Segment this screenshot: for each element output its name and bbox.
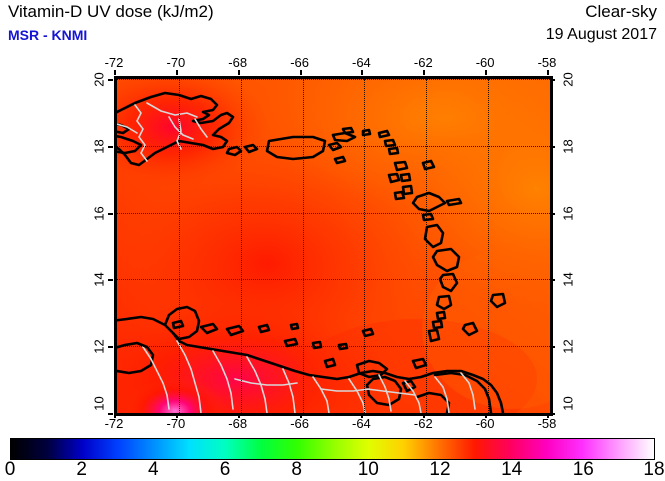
axis-tick-right	[550, 346, 555, 349]
axis-tick-left	[108, 346, 113, 349]
x-axis-label-top: -62	[413, 55, 433, 70]
y-axis-label-left: 12	[91, 339, 107, 354]
x-axis-label-top: -66	[290, 55, 309, 70]
map-plot-area	[114, 76, 553, 416]
y-axis-label-right: 14	[560, 272, 576, 288]
axis-tick-bottom	[547, 413, 549, 418]
gridline-horizontal	[117, 346, 550, 348]
axis-tick-bottom	[423, 413, 426, 418]
axis-tick-top	[423, 70, 426, 75]
x-axis-label-top: -60	[475, 55, 495, 70]
x-axis-label-bottom: -70	[166, 416, 186, 431]
axis-tick-left	[108, 413, 113, 415]
y-axis-label-right: 18	[560, 139, 576, 154]
axis-tick-left	[108, 145, 113, 148]
axis-tick-bottom	[299, 413, 302, 418]
gridline-vertical	[364, 79, 366, 413]
axis-tick-top	[237, 70, 240, 75]
colorbar-tick-label: 4	[148, 459, 159, 480]
x-axis-label-top: -68	[228, 55, 248, 70]
axis-tick-top	[175, 70, 178, 75]
axis-tick-right	[550, 279, 555, 282]
colorbar-tick-label: 16	[572, 459, 594, 480]
axis-tick-left	[108, 279, 113, 282]
uv-dose-raster	[117, 79, 550, 413]
y-axis-label-right: 20	[560, 72, 576, 87]
axis-tick-left	[108, 79, 113, 81]
axis-tick-right	[550, 413, 555, 415]
gridline-horizontal	[117, 279, 550, 281]
colorbar-tick-label: 2	[76, 459, 87, 480]
y-axis-label-left: 20	[91, 72, 107, 87]
gridline-vertical	[178, 79, 180, 413]
axis-tick-bottom	[361, 413, 364, 418]
colorbar	[10, 438, 655, 460]
y-axis-label-right: 16	[560, 205, 576, 221]
y-axis-label-left: 16	[91, 205, 107, 221]
colorbar-tick-label: 0	[4, 459, 16, 480]
x-axis-label-bottom: -58	[537, 416, 557, 431]
axis-tick-right	[550, 145, 555, 148]
x-axis-label-bottom: -62	[413, 416, 433, 431]
x-axis-label-top: -58	[537, 55, 557, 70]
colorbar-tick-label: 10	[357, 459, 379, 480]
y-axis-label-right: 10	[560, 396, 576, 411]
axis-tick-right	[550, 212, 555, 215]
x-axis-label-bottom: -72	[104, 416, 124, 431]
axis-tick-top	[361, 70, 364, 75]
gridline-vertical	[302, 79, 304, 413]
x-axis-label-top: -64	[351, 55, 371, 70]
sky-condition-label: Clear-sky	[585, 2, 657, 21]
x-axis-label-bottom: -60	[475, 416, 495, 431]
x-axis-label-bottom: -64	[351, 416, 371, 431]
colorbar-tick-label: 8	[291, 459, 302, 480]
gridline-vertical	[426, 79, 428, 413]
gridline-vertical	[240, 79, 242, 413]
axis-tick-top	[299, 70, 302, 75]
y-axis-label-left: 10	[91, 396, 107, 411]
axis-tick-top	[485, 70, 488, 75]
x-axis-label-bottom: -66	[290, 416, 309, 431]
colorbar-tick-label: 12	[429, 459, 451, 480]
gridline-horizontal	[117, 79, 550, 80]
axis-tick-right	[550, 79, 555, 81]
colorbar-tick-label: 18	[643, 459, 665, 480]
y-axis-label-left: 14	[91, 272, 107, 288]
y-axis-label-right: 12	[560, 339, 576, 354]
colorbar-tick-label: 6	[219, 459, 231, 480]
y-axis-label-left: 18	[91, 139, 107, 154]
date-label: 19 August 2017	[545, 26, 657, 43]
gridline-vertical	[488, 79, 490, 413]
x-axis-label-top: -70	[166, 55, 186, 70]
gridline-horizontal	[117, 145, 550, 147]
axis-tick-bottom	[175, 413, 178, 418]
colorbar-tick-label: 14	[501, 459, 523, 480]
axis-tick-top	[547, 70, 549, 75]
x-axis-label-bottom: -68	[228, 416, 248, 431]
page-title: Vitamin-D UV dose (kJ/m2)	[8, 2, 214, 21]
axis-tick-left	[108, 212, 113, 215]
axis-tick-bottom	[114, 413, 116, 418]
colorbar-gradient	[10, 438, 655, 460]
x-axis-label-top: -72	[104, 55, 124, 70]
axis-tick-bottom	[237, 413, 240, 418]
map-canvas	[117, 79, 550, 413]
axis-tick-top	[114, 70, 116, 75]
data-source-label: MSR - KNMI	[8, 27, 88, 43]
axis-tick-bottom	[485, 413, 488, 418]
gridline-horizontal	[117, 212, 550, 214]
